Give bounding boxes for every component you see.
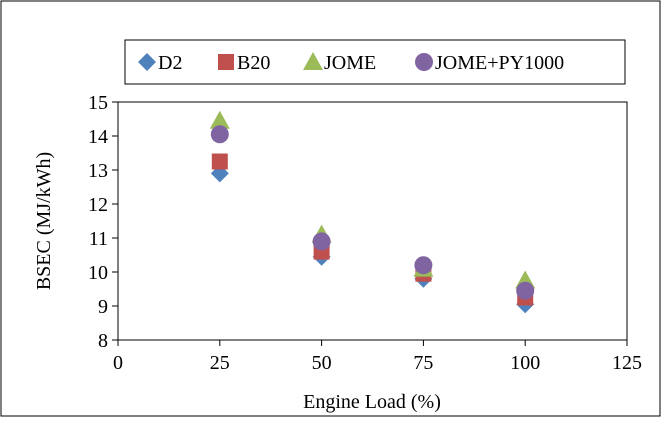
data-point	[210, 125, 229, 144]
y-tick-label: 9	[98, 296, 108, 318]
x-tick-label: 50	[312, 352, 332, 374]
legend-marker	[415, 53, 433, 71]
data-marks	[209, 110, 536, 314]
y-tick-label: 8	[98, 330, 108, 352]
legend-marker	[218, 54, 234, 70]
legend-label: D2	[158, 52, 182, 74]
y-axis-label: BSEC (MJ/kWh)	[33, 152, 55, 290]
y-tick-label: 10	[88, 262, 108, 284]
y-tick-label: 14	[88, 126, 108, 148]
legend-marker	[303, 52, 323, 70]
data-point	[516, 281, 535, 300]
legend-label: JOME+PY1000	[435, 52, 564, 74]
legend-item: JOME	[303, 52, 376, 74]
legend-marker	[138, 53, 156, 71]
data-point	[211, 153, 228, 170]
legend: D2 B20 JOME JOME+PY1000	[138, 52, 564, 74]
y-tick-label: 15	[88, 92, 108, 114]
data-point	[414, 256, 433, 275]
legend-label: B20	[237, 52, 270, 74]
legend-box	[124, 39, 626, 85]
y-tick-label: 11	[89, 228, 108, 250]
x-tick-label: 25	[210, 352, 230, 374]
x-tick-label: 100	[510, 352, 540, 374]
x-tick-label: 125	[612, 352, 642, 374]
axes: 0 25 50 75 100 125 8 9 10 11 12 13 14 15	[88, 92, 642, 374]
legend-item: B20	[218, 52, 270, 74]
y-tick-label: 13	[88, 160, 108, 182]
data-point	[209, 110, 230, 129]
plot-area	[117, 101, 628, 341]
legend-label: JOME	[324, 52, 376, 74]
y-tick-label: 12	[88, 194, 108, 216]
data-point	[312, 232, 331, 251]
series-jome-py1000	[210, 125, 535, 300]
legend-item: D2	[138, 52, 182, 74]
x-axis-label: Engine Load (%)	[303, 391, 441, 413]
x-tick-label: 0	[113, 352, 123, 374]
legend-item: JOME+PY1000	[415, 52, 564, 74]
x-tick-label: 75	[413, 352, 433, 374]
